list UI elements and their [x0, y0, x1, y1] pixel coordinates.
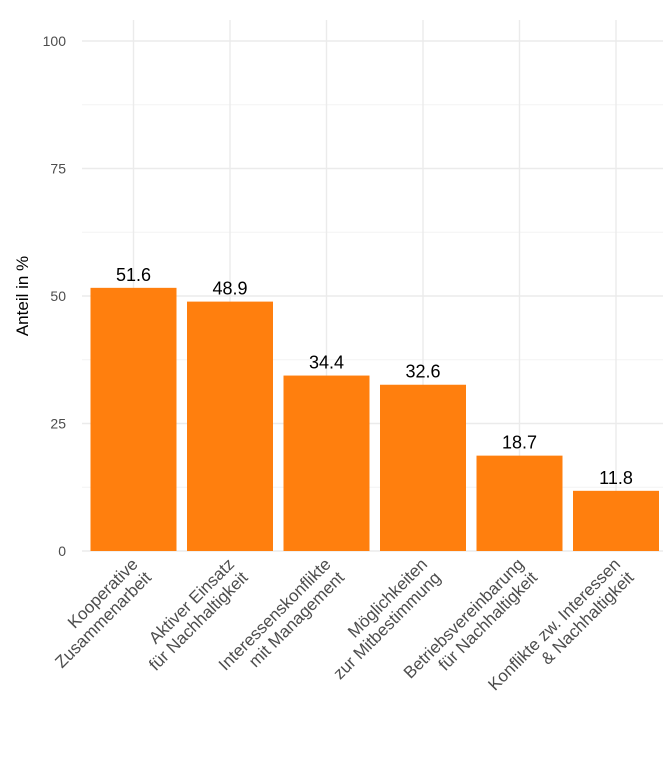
- bar: [380, 384, 466, 551]
- y-tick-label: 0: [58, 543, 66, 559]
- bar: [283, 375, 370, 551]
- x-tick-label-text: KooperativeZusammenarbeit: [38, 554, 155, 671]
- bar: [187, 301, 273, 551]
- bar: [476, 455, 563, 551]
- y-tick-label: 25: [50, 416, 66, 432]
- data-labels: 51.6 48.9 34.4 32.6 18.7 11.8: [116, 265, 633, 488]
- bar-value-label: 32.6: [405, 362, 440, 382]
- y-tick-label: 100: [43, 33, 67, 49]
- bar-value-label: 34.4: [309, 353, 344, 373]
- bar-value-label: 11.8: [599, 468, 633, 488]
- bar-value-label: 48.9: [212, 279, 247, 299]
- x-tick-label: KooperativeZusammenarbeit: [38, 554, 155, 672]
- y-tick-label: 50: [50, 288, 66, 304]
- bars: [90, 287, 659, 551]
- y-axis-title: Anteil in %: [13, 256, 32, 336]
- y-axis-ticks: 0 25 50 75 100: [43, 33, 67, 559]
- bar: [573, 490, 659, 551]
- bar-value-label: 18.7: [502, 433, 537, 453]
- bar-value-label: 51.6: [116, 265, 151, 285]
- y-tick-label: 75: [50, 161, 66, 177]
- bar: [90, 287, 177, 551]
